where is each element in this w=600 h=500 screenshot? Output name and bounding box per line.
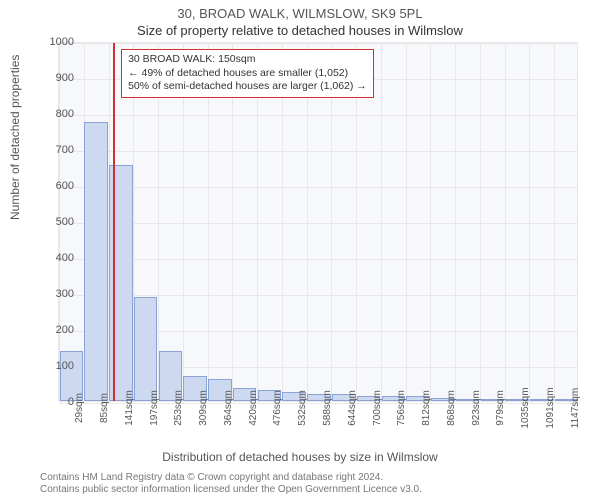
xtick-label: 85sqm bbox=[99, 393, 110, 423]
plot-background: 30 BROAD WALK: 150sqm← 49% of detached h… bbox=[58, 42, 578, 402]
xtick-label: 141sqm bbox=[124, 390, 135, 426]
callout-line: 30 BROAD WALK: 150sqm bbox=[128, 53, 367, 67]
xtick-label: 476sqm bbox=[272, 390, 283, 426]
xtick-label: 868sqm bbox=[446, 390, 457, 426]
footer-line-1: Contains HM Land Registry data © Crown c… bbox=[40, 472, 422, 484]
ytick-label: 300 bbox=[34, 288, 74, 300]
ytick-label: 900 bbox=[34, 72, 74, 84]
xtick-label: 812sqm bbox=[421, 390, 432, 426]
page-subtitle: Size of property relative to detached ho… bbox=[0, 21, 600, 38]
footer-attribution: Contains HM Land Registry data © Crown c… bbox=[40, 472, 422, 496]
ytick-label: 1000 bbox=[34, 36, 74, 48]
gridline-h bbox=[59, 187, 577, 188]
gridline-h bbox=[59, 259, 577, 260]
gridline-v bbox=[455, 43, 456, 401]
gridline-v bbox=[480, 43, 481, 401]
xtick-label: 532sqm bbox=[297, 390, 308, 426]
gridline-h bbox=[59, 151, 577, 152]
callout-line: 50% of semi-detached houses are larger (… bbox=[128, 80, 367, 94]
ytick-label: 700 bbox=[34, 144, 74, 156]
xtick-label: 588sqm bbox=[322, 390, 333, 426]
xtick-label: 923sqm bbox=[471, 390, 482, 426]
y-axis-label: Number of detached properties bbox=[8, 55, 22, 220]
xtick-label: 29sqm bbox=[74, 393, 85, 423]
gridline-h bbox=[59, 43, 577, 44]
xtick-label: 253sqm bbox=[173, 390, 184, 426]
x-axis-label: Distribution of detached houses by size … bbox=[0, 450, 600, 464]
ytick-label: 400 bbox=[34, 252, 74, 264]
ytick-label: 600 bbox=[34, 180, 74, 192]
marker-line bbox=[113, 43, 115, 401]
marker-callout: 30 BROAD WALK: 150sqm← 49% of detached h… bbox=[121, 49, 374, 98]
xtick-label: 197sqm bbox=[149, 390, 160, 426]
ytick-label: 500 bbox=[34, 216, 74, 228]
xtick-label: 700sqm bbox=[372, 390, 383, 426]
xtick-label: 644sqm bbox=[347, 390, 358, 426]
gridline-v bbox=[529, 43, 530, 401]
xtick-label: 309sqm bbox=[198, 390, 209, 426]
ytick-label: 0 bbox=[34, 396, 74, 408]
gridline-h bbox=[59, 115, 577, 116]
gridline-v bbox=[554, 43, 555, 401]
xtick-label: 979sqm bbox=[495, 390, 506, 426]
xtick-label: 364sqm bbox=[223, 390, 234, 426]
xtick-label: 756sqm bbox=[396, 390, 407, 426]
ytick-label: 200 bbox=[34, 324, 74, 336]
callout-line: ← 49% of detached houses are smaller (1,… bbox=[128, 67, 367, 81]
ytick-label: 100 bbox=[34, 360, 74, 372]
xtick-label: 1091sqm bbox=[545, 387, 556, 428]
gridline-v bbox=[505, 43, 506, 401]
ytick-label: 800 bbox=[34, 108, 74, 120]
gridline-v bbox=[430, 43, 431, 401]
gridline-v bbox=[406, 43, 407, 401]
gridline-v bbox=[381, 43, 382, 401]
footer-line-2: Contains public sector information licen… bbox=[40, 484, 422, 496]
histogram-bar bbox=[134, 297, 158, 401]
xtick-label: 420sqm bbox=[248, 390, 259, 426]
chart-area: 30 BROAD WALK: 150sqm← 49% of detached h… bbox=[58, 42, 578, 402]
page-address: 30, BROAD WALK, WILMSLOW, SK9 5PL bbox=[0, 0, 600, 21]
xtick-label: 1035sqm bbox=[520, 387, 531, 428]
gridline-h bbox=[59, 223, 577, 224]
histogram-bar bbox=[84, 122, 108, 401]
xtick-label: 1147sqm bbox=[570, 388, 581, 428]
